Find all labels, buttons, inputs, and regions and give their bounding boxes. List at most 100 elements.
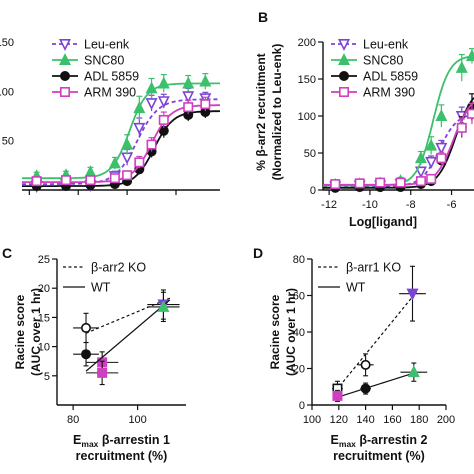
data-point — [199, 74, 212, 87]
y-tick-label: 20 — [38, 283, 50, 295]
data-point — [158, 114, 169, 125]
y-tick-label: 150 — [0, 37, 14, 49]
legend-label: SNC80 — [84, 54, 124, 68]
legend-label: SNC80 — [363, 54, 403, 68]
legend-marker — [338, 53, 350, 65]
data-point — [133, 101, 146, 114]
y-axis-label: Racine score — [268, 294, 282, 369]
y-tick-label: 20 — [293, 364, 305, 376]
legend-marker — [338, 87, 349, 98]
panel-letter: D — [253, 245, 263, 261]
data-point — [108, 156, 121, 169]
data-point — [415, 176, 426, 187]
y-tick-label: 0 — [299, 400, 305, 412]
data-point — [456, 122, 467, 133]
y-tick-label: 100 — [298, 111, 316, 123]
data-point — [145, 81, 158, 94]
data-point — [436, 153, 447, 164]
x-tick-label: -12 — [321, 199, 337, 211]
data-point — [425, 156, 438, 169]
fit-line — [85, 297, 171, 334]
x-tick-label: 140 — [356, 414, 374, 426]
legend-label: ARM 390 — [84, 86, 136, 100]
data-point — [200, 99, 211, 110]
x-axis-label-2: recruitment (%) — [333, 449, 425, 463]
y-tick-label: 50 — [304, 148, 316, 160]
x-axis-label-2: recruitment (%) — [76, 449, 168, 463]
x-tick-label: -8 — [406, 199, 416, 211]
legend-label: WT — [346, 281, 366, 295]
data-point — [426, 173, 437, 184]
data-point — [121, 152, 134, 165]
y-tick-label: 150 — [298, 74, 316, 86]
data-point — [465, 49, 474, 62]
y-axis-label: % β-arr2 recruitment — [254, 53, 268, 170]
x-tick-label: 160 — [383, 414, 401, 426]
legend: Leu-enk SNC80 ADL 5859 ARM 390 — [52, 38, 139, 100]
y-tick-label: 5 — [44, 371, 50, 383]
data-point — [455, 60, 468, 73]
data-point — [435, 142, 448, 155]
legend-label: ADL 5859 — [363, 70, 418, 84]
series-wt — [332, 362, 428, 402]
data-point — [133, 122, 146, 135]
data-point — [182, 76, 195, 89]
data-point — [81, 322, 92, 333]
data-point — [330, 179, 341, 190]
fit-line — [335, 291, 417, 391]
y-axis-label-2: (AUC over 1 hr) — [284, 288, 298, 376]
fit-line — [335, 371, 417, 399]
legend-label: WT — [91, 281, 111, 295]
y-tick-label: 80 — [293, 254, 305, 266]
y-axis-label-2: (Normalized to Leu-enk) — [270, 44, 284, 181]
y-tick-label: 25 — [38, 254, 50, 266]
y-tick-label: 200 — [298, 37, 316, 49]
data-point — [60, 175, 71, 186]
x-tick-label: 80 — [67, 414, 79, 426]
y-tick-label: 0 — [310, 185, 316, 197]
panel-A: 150 100 50 Leu-enk SNC80 ADL 5859 ARM 390 — [0, 37, 220, 195]
data-point — [414, 166, 427, 179]
data-point — [134, 157, 145, 168]
data-point — [435, 109, 448, 121]
data-point — [81, 349, 92, 360]
data-point — [395, 177, 406, 188]
series-snc80 — [22, 72, 220, 182]
legend-label: β-arr1 KO — [346, 261, 401, 275]
panel-letter: C — [2, 245, 12, 261]
data-point — [145, 98, 158, 111]
x-axis-label: Log[ligand] — [349, 215, 417, 229]
fit-line — [85, 299, 171, 372]
x-tick-label: 120 — [330, 414, 348, 426]
legend: β-arr2 KO WT — [63, 261, 146, 295]
legend-label: Leu-enk — [84, 38, 130, 52]
data-point — [375, 177, 386, 188]
panel-letter: B — [258, 9, 268, 25]
data-point — [425, 138, 438, 151]
legend: Leu-enk SNC80 ADL 5859 ARM 390 — [331, 38, 418, 100]
data-point — [466, 108, 474, 119]
data-point — [157, 96, 170, 109]
series-arm-390 — [22, 96, 220, 187]
data-point — [122, 170, 133, 181]
x-tick-label: 200 — [437, 414, 455, 426]
data-point — [157, 299, 170, 312]
data-point — [121, 137, 134, 150]
data-point — [354, 178, 365, 189]
fit-curve — [323, 113, 474, 188]
data-point — [84, 165, 97, 178]
data-point — [332, 390, 343, 401]
y-tick-label: 60 — [293, 291, 305, 303]
legend-label: Leu-enk — [363, 38, 409, 52]
data-point — [360, 383, 371, 394]
y-tick-label: 100 — [0, 86, 14, 98]
legend-marker — [59, 53, 71, 65]
legend-marker — [338, 38, 350, 51]
series-wt — [73, 291, 180, 386]
data-point — [414, 151, 427, 164]
data-point — [97, 367, 108, 378]
x-tick-label: 180 — [410, 414, 428, 426]
panel-B: 200 150 100 50 0 -12 -10 -8 -6 Leu-enk SNC80 ADL 58… — [298, 37, 474, 211]
